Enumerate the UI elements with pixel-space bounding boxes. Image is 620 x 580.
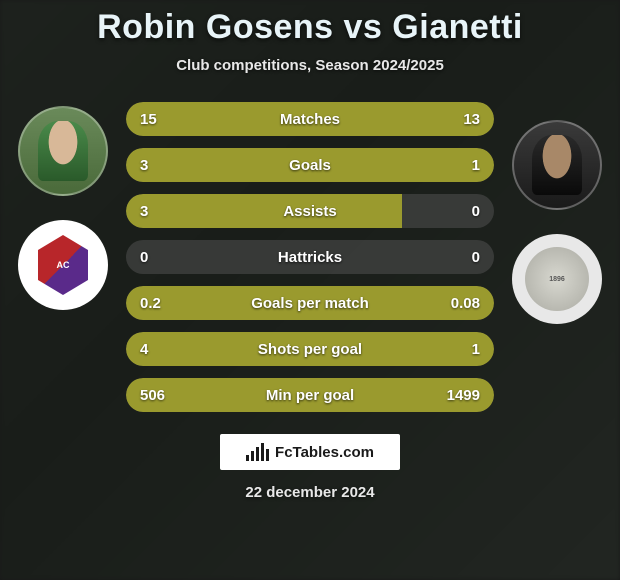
- comparison-title: Robin Gosens vs Gianetti: [0, 8, 620, 47]
- fctables-logo: FcTables.com: [220, 434, 400, 470]
- stat-label: Goals per match: [251, 295, 369, 312]
- stat-label: Goals: [289, 157, 331, 174]
- stat-value-right: 1499: [447, 387, 480, 404]
- fiorentina-logo-icon: AC: [38, 235, 88, 295]
- content-wrapper: Robin Gosens vs Gianetti Club competitio…: [0, 0, 620, 580]
- main-row: AC 15Matches133Goals13Assists00Hattricks…: [0, 102, 620, 412]
- brand-text: FcTables.com: [275, 444, 374, 461]
- stat-bar: 3 Goals 1: [126, 148, 494, 182]
- player1-photo: [38, 121, 88, 181]
- stat-bar: 0.2 Goals per match 0.08: [126, 286, 494, 320]
- stat-value-left: 0.2: [140, 295, 161, 312]
- stat-value-left: 3: [140, 203, 148, 220]
- player2-club-badge: 1896: [512, 234, 602, 324]
- stat-value-right: 13: [463, 111, 480, 128]
- player2-avatar: [512, 120, 602, 210]
- stat-label: Assists: [283, 203, 336, 220]
- stat-value-left: 4: [140, 341, 148, 358]
- stat-label: Min per goal: [266, 387, 354, 404]
- stat-value-left: 506: [140, 387, 165, 404]
- stat-fill-right: [420, 332, 494, 366]
- stat-fill-left: [126, 148, 402, 182]
- stat-bar: 15 Matches 13: [126, 102, 494, 136]
- player1-avatar: [18, 106, 108, 196]
- stat-fill-left: [126, 194, 402, 228]
- stat-value-right: 0: [472, 249, 480, 266]
- stats-column: 15Matches133Goals13Assists00Hattricks00.…: [118, 102, 502, 412]
- stat-value-right: 0: [472, 203, 480, 220]
- udinese-logo-icon: 1896: [525, 247, 589, 311]
- left-player-column: AC: [8, 102, 118, 310]
- stat-value-right: 0.08: [451, 295, 480, 312]
- stat-label: Shots per goal: [258, 341, 362, 358]
- stat-value-left: 15: [140, 111, 157, 128]
- bars-icon: [246, 443, 269, 461]
- stat-value-right: 1: [472, 157, 480, 174]
- footer-date: 22 december 2024: [0, 484, 620, 501]
- comparison-subtitle: Club competitions, Season 2024/2025: [0, 57, 620, 74]
- player2-photo: [532, 135, 582, 195]
- stat-bar: 0 Hattricks 0: [126, 240, 494, 274]
- stat-bar: 4 Shots per goal 1: [126, 332, 494, 366]
- player1-club-badge: AC: [18, 220, 108, 310]
- stat-label: Hattricks: [278, 249, 342, 266]
- stat-value-left: 3: [140, 157, 148, 174]
- stat-bar: 506 Min per goal 1499: [126, 378, 494, 412]
- stat-bar: 3 Assists 0: [126, 194, 494, 228]
- stat-label: Matches: [280, 111, 340, 128]
- right-player-column: 1896: [502, 102, 612, 324]
- stat-value-right: 1: [472, 341, 480, 358]
- stat-fill-right: [402, 148, 494, 182]
- stat-value-left: 0: [140, 249, 148, 266]
